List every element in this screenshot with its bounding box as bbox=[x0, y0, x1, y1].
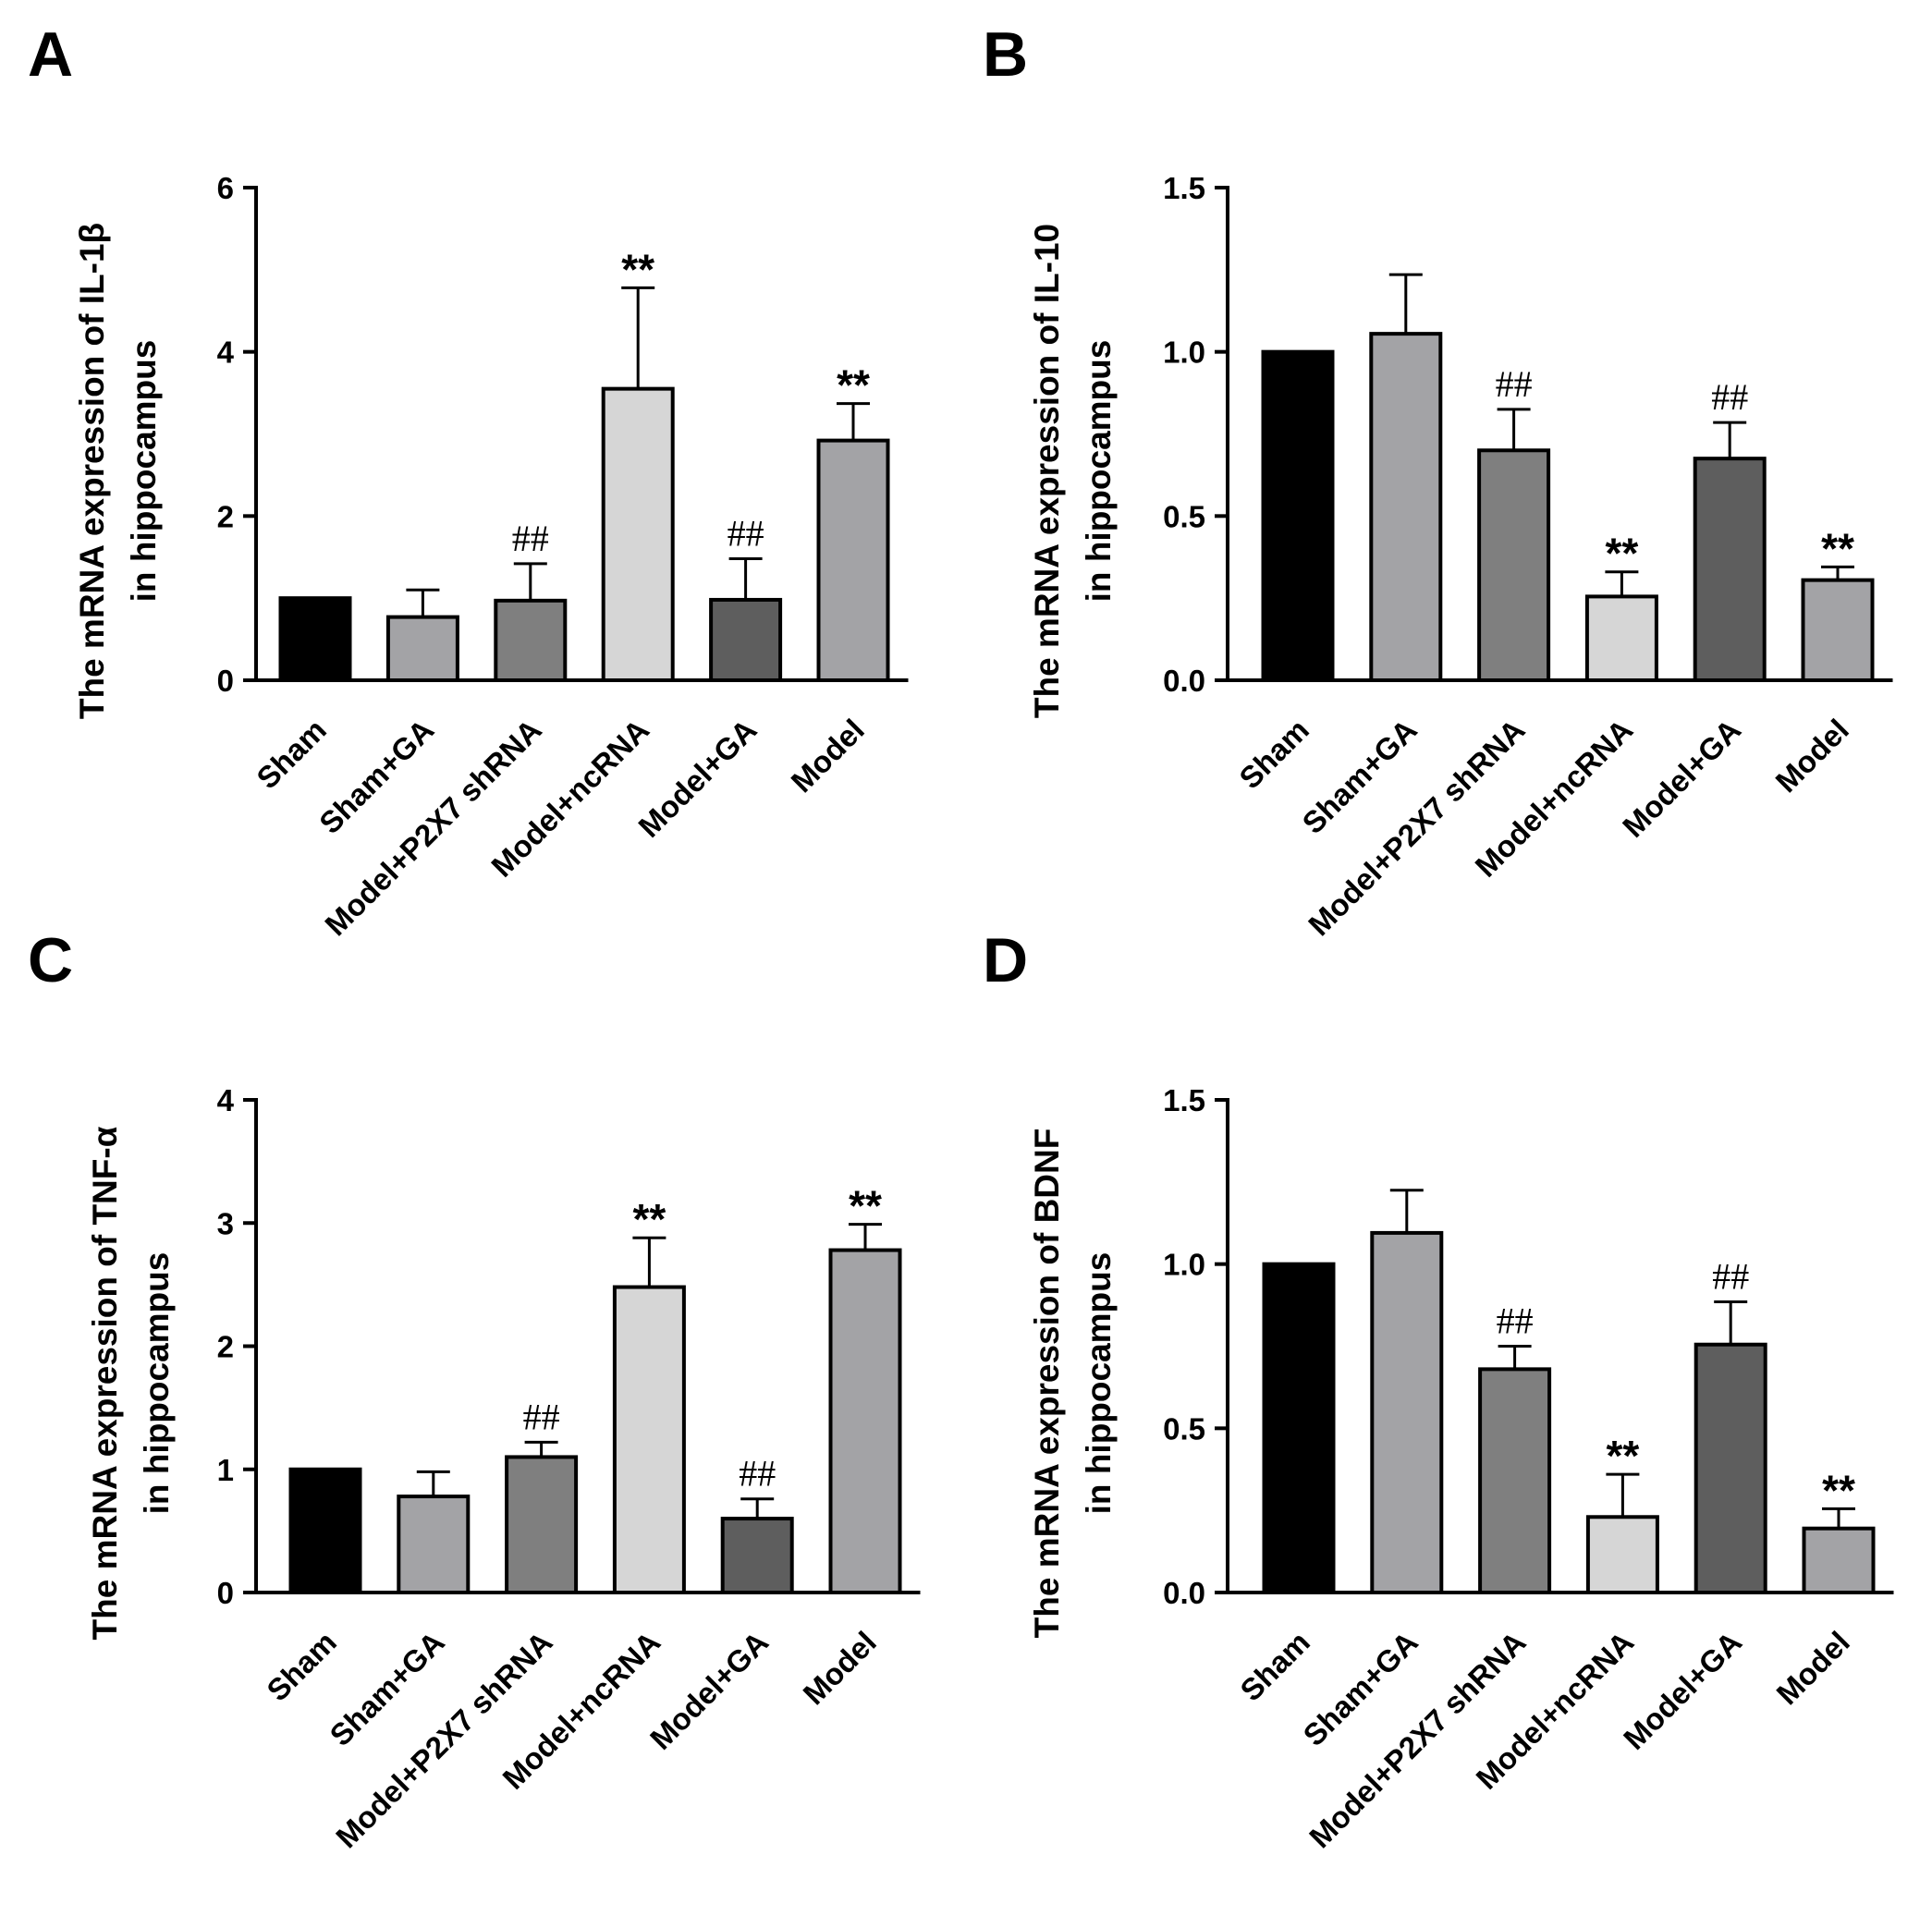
y-axis-label-line1: The mRNA expression of BDNF bbox=[1028, 1129, 1066, 1639]
x-category-label-b-4: Model+GA bbox=[1616, 713, 1747, 844]
y-tick-label: 0.0 bbox=[1163, 1576, 1205, 1610]
y-axis-label-line1: The mRNA expression of IL-10 bbox=[1028, 224, 1066, 718]
x-category-label-a-2: Model+P2X7 shRNA bbox=[318, 713, 548, 943]
bar-d-3 bbox=[1585, 1515, 1659, 1594]
bar-b-0 bbox=[1261, 349, 1335, 682]
significance-mark-c-5: ** bbox=[849, 1182, 882, 1230]
y-axis-label-line1: The mRNA expression of IL-1β bbox=[73, 223, 111, 719]
x-category-label-d-4: Model+GA bbox=[1617, 1625, 1748, 1756]
bar-a-5 bbox=[816, 438, 890, 682]
x-category-label-b-5: Model bbox=[1768, 713, 1855, 799]
significance-mark-a-5: ** bbox=[837, 361, 870, 409]
x-category-label-a-5: Model bbox=[784, 713, 871, 799]
x-category-label-a-4: Model+GA bbox=[631, 713, 763, 844]
bar-b-1 bbox=[1369, 332, 1443, 682]
significance-mark-a-2: ## bbox=[512, 518, 549, 559]
y-tick-label: 2 bbox=[217, 1330, 234, 1364]
y-tick-label: 1.0 bbox=[1163, 1248, 1205, 1282]
bar-b-3 bbox=[1584, 594, 1658, 683]
bar-b-2 bbox=[1477, 448, 1551, 682]
significance-mark-d-2: ## bbox=[1497, 1300, 1534, 1342]
x-category-label-d-5: Model bbox=[1769, 1625, 1856, 1712]
bar-c-0 bbox=[288, 1467, 362, 1594]
y-tick-label: 6 bbox=[217, 171, 234, 205]
panel-letter-b: B bbox=[983, 19, 1028, 90]
panel-letter-a: A bbox=[28, 19, 73, 90]
y-tick-label: 3 bbox=[217, 1206, 234, 1240]
y-tick-label: 2 bbox=[217, 499, 234, 533]
bar-a-1 bbox=[385, 615, 459, 682]
y-tick-label: 1.5 bbox=[1163, 171, 1205, 205]
x-category-label-c-5: Model bbox=[796, 1625, 883, 1712]
bar-c-2 bbox=[505, 1455, 579, 1595]
x-category-label-b-0: Sham bbox=[1232, 713, 1315, 796]
x-category-label-c-4: Model+GA bbox=[643, 1625, 775, 1756]
y-axis-label-line2: in hippocampus bbox=[138, 1252, 176, 1515]
bar-d-5 bbox=[1802, 1526, 1876, 1594]
significance-mark-c-3: ** bbox=[632, 1195, 666, 1243]
bar-d-2 bbox=[1478, 1367, 1552, 1594]
x-category-label-c-2: Model+P2X7 shRNA bbox=[329, 1625, 559, 1855]
bar-a-3 bbox=[601, 386, 675, 682]
bar-d-0 bbox=[1262, 1262, 1336, 1594]
y-tick-label: 0 bbox=[217, 1576, 234, 1610]
significance-mark-c-2: ## bbox=[523, 1396, 560, 1437]
significance-mark-c-4: ## bbox=[739, 1453, 776, 1495]
significance-mark-b-2: ## bbox=[1496, 363, 1533, 405]
y-axis-label-line2: in hippocampus bbox=[125, 340, 163, 603]
bar-c-1 bbox=[397, 1495, 471, 1594]
x-category-label-c-0: Sham bbox=[260, 1625, 343, 1708]
y-tick-label: 1.0 bbox=[1163, 336, 1205, 370]
panel-letter-d: D bbox=[983, 925, 1028, 995]
x-category-label-b-2: Model+P2X7 shRNA bbox=[1302, 713, 1532, 943]
panel-letter-c: C bbox=[28, 925, 73, 995]
bar-a-0 bbox=[278, 596, 352, 683]
significance-mark-b-3: ** bbox=[1605, 530, 1638, 578]
bar-d-4 bbox=[1694, 1342, 1767, 1595]
panel-a: A The mRNA expression of IL-1β in hippocam… bbox=[28, 19, 909, 942]
y-axis-label-line2: in hippocampus bbox=[1080, 340, 1118, 603]
significance-mark-a-4: ## bbox=[728, 513, 764, 555]
y-tick-label: 4 bbox=[217, 1083, 235, 1117]
y-tick-label: 0 bbox=[217, 664, 234, 698]
significance-mark-b-5: ** bbox=[1821, 524, 1854, 572]
panel-d: D The mRNA expression of BDNF in hippocamp… bbox=[983, 925, 1894, 1854]
bar-a-4 bbox=[709, 597, 783, 683]
y-tick-label: 0.5 bbox=[1163, 1411, 1205, 1446]
significance-mark-a-3: ** bbox=[621, 245, 654, 293]
y-tick-label: 0.0 bbox=[1163, 664, 1205, 698]
bar-c-3 bbox=[612, 1285, 686, 1595]
y-tick-label: 4 bbox=[217, 336, 235, 370]
bar-c-4 bbox=[720, 1517, 794, 1595]
y-axis-label-line2: in hippocampus bbox=[1080, 1252, 1118, 1515]
bar-b-4 bbox=[1693, 457, 1767, 682]
x-category-label-d-2: Model+P2X7 shRNA bbox=[1302, 1625, 1533, 1855]
x-category-label-d-0: Sham bbox=[1233, 1625, 1316, 1708]
y-tick-label: 1 bbox=[217, 1453, 234, 1487]
panel-c: C The mRNA expression of TNF-α in hippocam… bbox=[28, 925, 921, 1854]
x-category-label-a-0: Sham bbox=[250, 713, 333, 796]
y-tick-label: 0.5 bbox=[1163, 499, 1205, 533]
bar-d-1 bbox=[1370, 1230, 1444, 1595]
significance-mark-d-5: ** bbox=[1822, 1466, 1855, 1514]
y-tick-label: 1.5 bbox=[1163, 1083, 1205, 1117]
y-axis-label-line1: The mRNA expression of TNF-α bbox=[86, 1126, 124, 1640]
bar-a-2 bbox=[494, 598, 568, 682]
bar-b-5 bbox=[1801, 578, 1875, 683]
bar-c-5 bbox=[828, 1248, 902, 1594]
significance-mark-b-4: ## bbox=[1711, 376, 1748, 418]
significance-mark-d-3: ** bbox=[1606, 1432, 1639, 1480]
panel-b: B The mRNA expression of IL-10 in hippocam… bbox=[983, 19, 1893, 942]
significance-mark-d-4: ## bbox=[1712, 1256, 1749, 1298]
